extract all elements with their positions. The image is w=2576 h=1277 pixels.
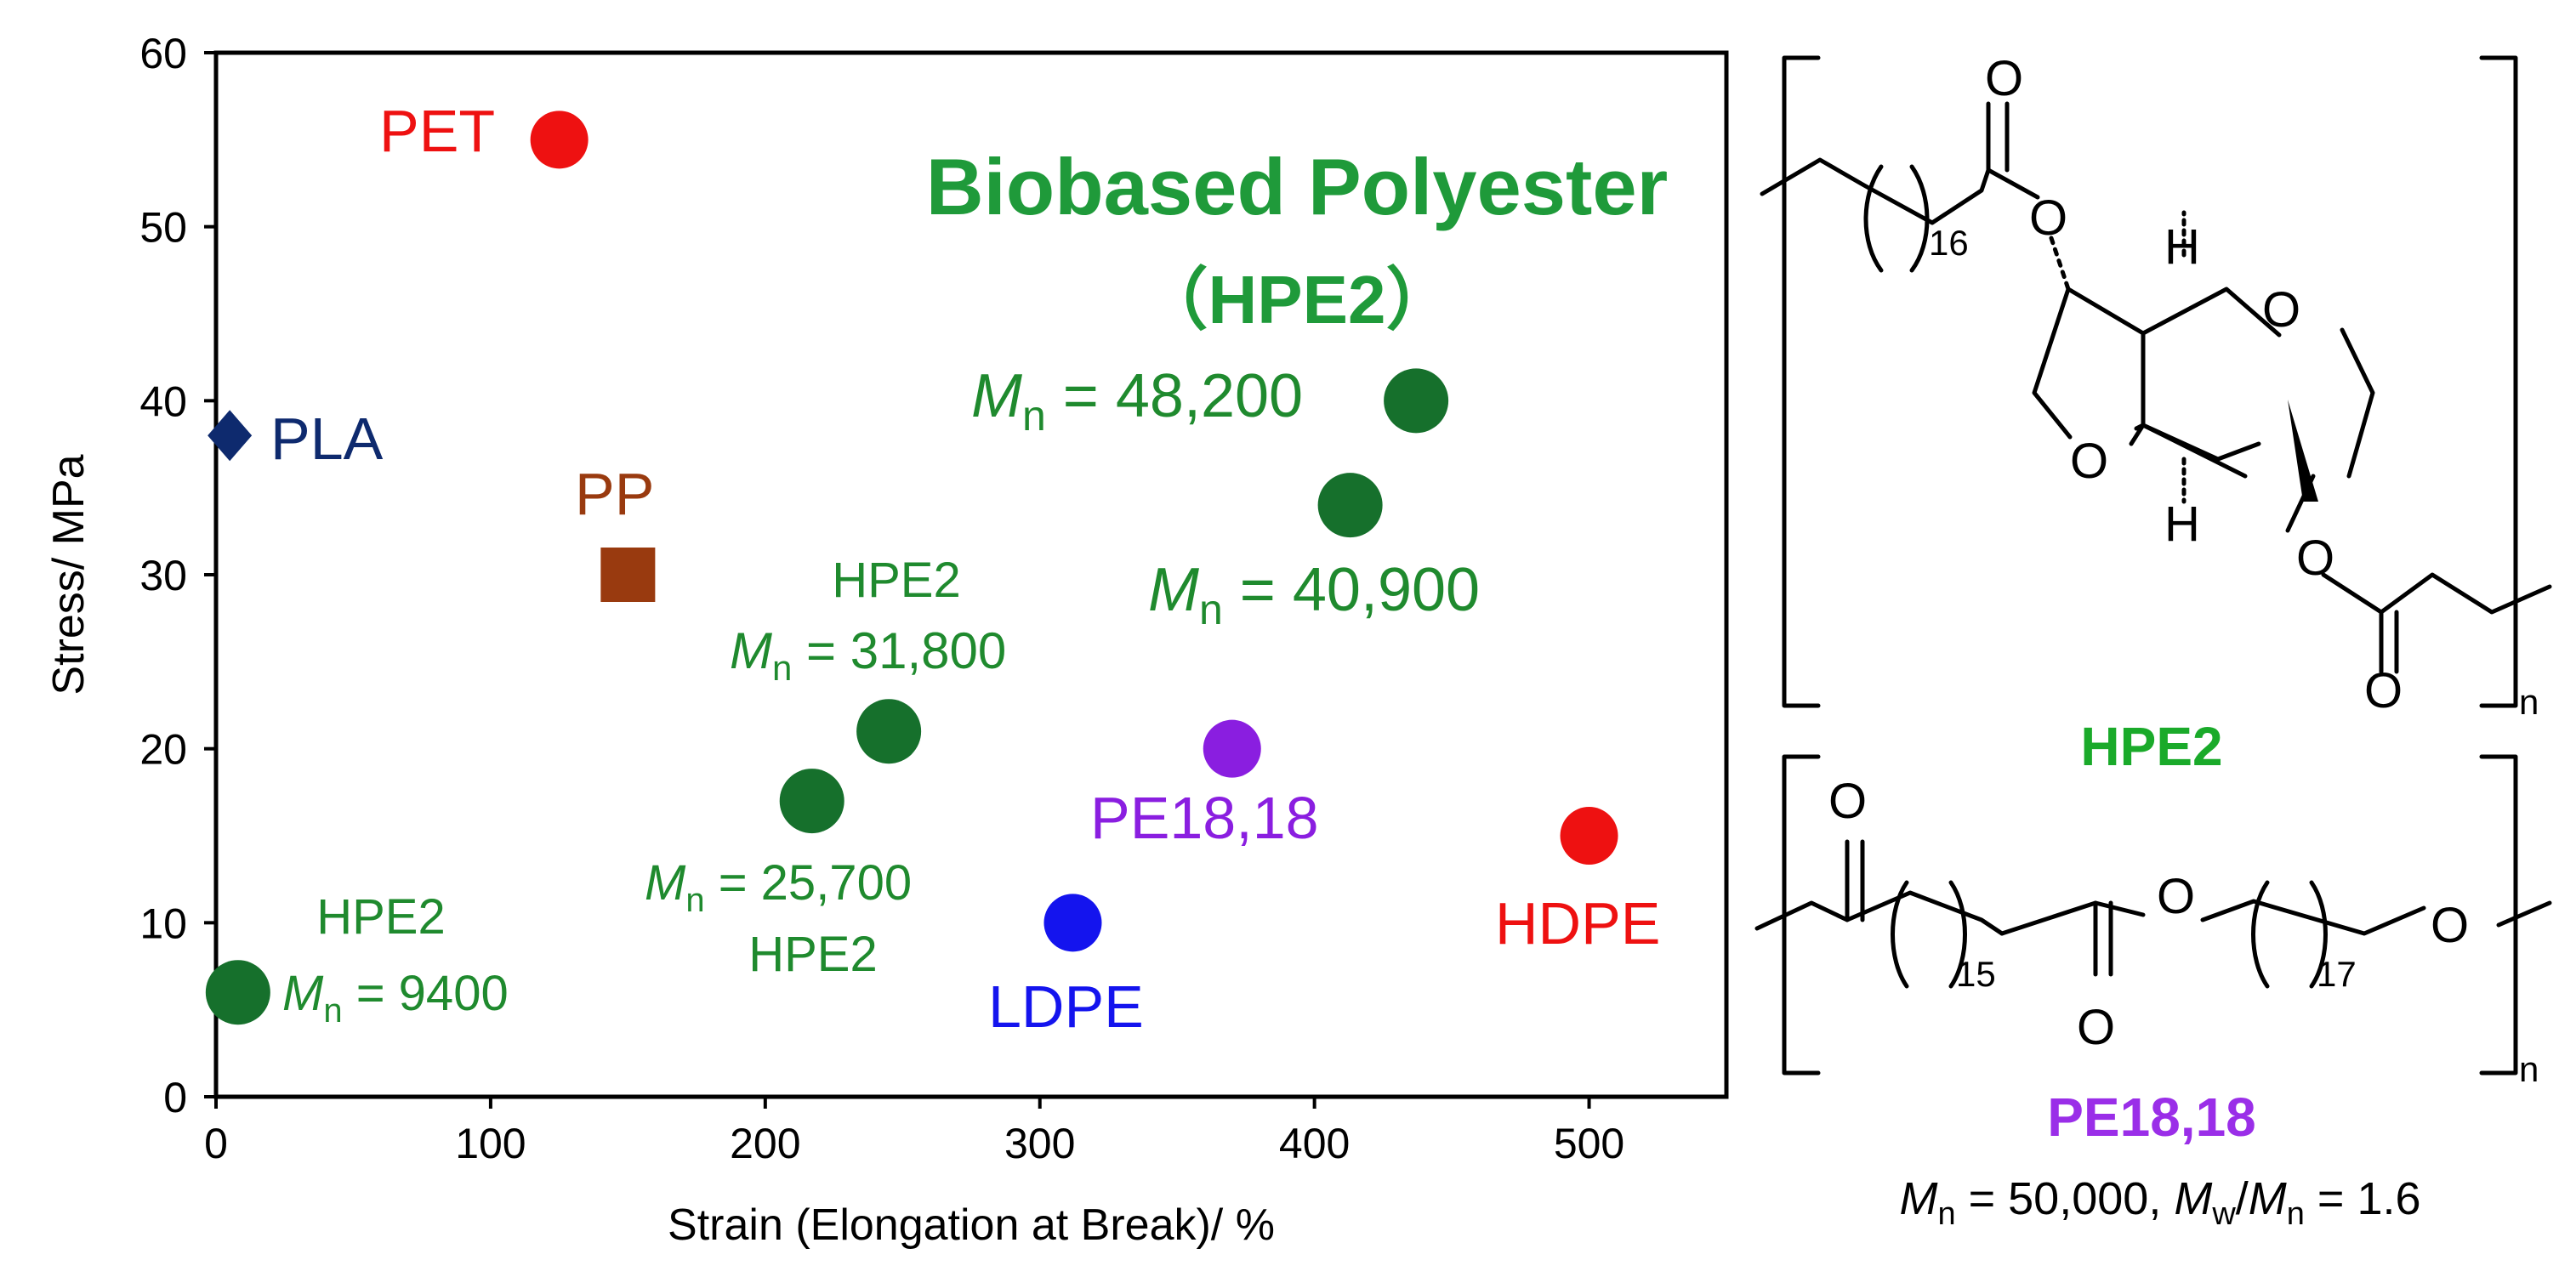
annotation-mn-48200: Mn = 48,200 — [971, 362, 1303, 440]
x-tick-label: 200 — [730, 1120, 800, 1167]
annotation-hpe2-31800-name: HPE2 — [832, 553, 961, 608]
x-tick-label: 500 — [1554, 1120, 1624, 1167]
svg-text:O: O — [1828, 774, 1867, 829]
chart-subtitle: （HPE2） — [1140, 262, 1454, 338]
svg-text:O: O — [1985, 51, 2023, 106]
data-point-pet — [530, 111, 589, 169]
annotation-mn-31800: Mn = 31,800 — [730, 622, 1006, 688]
svg-text:16: 16 — [1929, 223, 1969, 263]
pe1818-mw-info: Mn = 50,000, Mw/Mn = 1.6 — [1899, 1173, 2420, 1232]
data-point-pe1818 — [1203, 719, 1261, 778]
x-tick-label: 0 — [204, 1120, 228, 1167]
annotation-mn-9400: Mn = 9400 — [282, 966, 509, 1030]
hpe2-structure: O O H O O H O O 16 n HPE2 — [1760, 51, 2552, 777]
svg-text:O: O — [2364, 663, 2403, 718]
annotation-mn-40900: Mn = 40,900 — [1148, 556, 1480, 633]
svg-text:O: O — [2431, 898, 2469, 953]
svg-text:O: O — [2262, 282, 2300, 338]
label-hdpe: HDPE — [1495, 890, 1660, 956]
hpe2-structure-name: HPE2 — [2080, 716, 2222, 777]
y-axis-title: Stress/ MPa — [44, 454, 94, 695]
svg-text:H: H — [2164, 497, 2200, 552]
data-point-pp — [600, 548, 656, 602]
y-tick-label: 30 — [139, 552, 187, 599]
scatter-plot: 0 100 200 300 400 500 0 10 20 30 40 50 60 Strain (El… — [44, 30, 1729, 1250]
y-tick-label: 40 — [139, 377, 187, 425]
label-pe1818: PE18,18 — [1090, 785, 1319, 851]
x-tick-label: 300 — [1004, 1120, 1075, 1167]
data-point-pla — [208, 410, 253, 462]
svg-text:O: O — [2029, 190, 2067, 246]
svg-text:n: n — [2519, 682, 2539, 722]
y-tick-label: 60 — [139, 30, 187, 77]
svg-text:O: O — [2157, 869, 2195, 924]
annotation-hpe2-25700-name: HPE2 — [748, 927, 878, 982]
data-markers — [205, 111, 1618, 1025]
label-pp: PP — [575, 461, 654, 527]
data-point-hpe2-31800 — [856, 699, 922, 764]
svg-text:H: H — [2164, 219, 2200, 275]
svg-text:O: O — [2296, 531, 2334, 586]
svg-text:O: O — [2070, 434, 2108, 489]
pe1818-structure: O O O O 15 17 n PE18,18 Mn = 50,000, Mw/… — [1754, 754, 2552, 1232]
x-tick-label: 400 — [1279, 1120, 1350, 1167]
data-point-hpe2-40900 — [1317, 473, 1383, 538]
label-pet: PET — [379, 98, 495, 164]
x-tick-label: 100 — [455, 1120, 526, 1167]
chart-title: Biobased Polyester — [926, 142, 1668, 231]
x-axis-title: Strain (Elongation at Break)/ % — [668, 1200, 1275, 1250]
y-tick-label: 20 — [139, 726, 187, 774]
data-point-hdpe — [1560, 807, 1618, 865]
y-tick-label: 50 — [139, 204, 187, 252]
label-pla: PLA — [270, 406, 384, 472]
pe1818-structure-name: PE18,18 — [2047, 1087, 2256, 1148]
svg-text:15: 15 — [1956, 954, 1996, 994]
annotation-mn-25700: Mn = 25,700 — [645, 855, 912, 919]
data-point-hpe2-9400 — [205, 960, 270, 1025]
svg-text:n: n — [2519, 1049, 2539, 1089]
data-point-ldpe — [1043, 894, 1102, 952]
hpe2-wedge — [2288, 400, 2318, 502]
data-point-hpe2-25700 — [779, 769, 844, 834]
y-tick-label: 0 — [163, 1074, 187, 1121]
svg-text:O: O — [2077, 1000, 2115, 1055]
annotation-hpe2-9400-name: HPE2 — [316, 889, 446, 945]
axis-ticks: 0 100 200 300 400 500 0 10 20 30 40 50 60 — [139, 30, 1624, 1167]
label-ldpe: LDPE — [988, 973, 1144, 1040]
y-tick-label: 10 — [139, 900, 187, 947]
data-point-hpe2-48200 — [1384, 368, 1449, 434]
svg-text:17: 17 — [2317, 954, 2357, 994]
